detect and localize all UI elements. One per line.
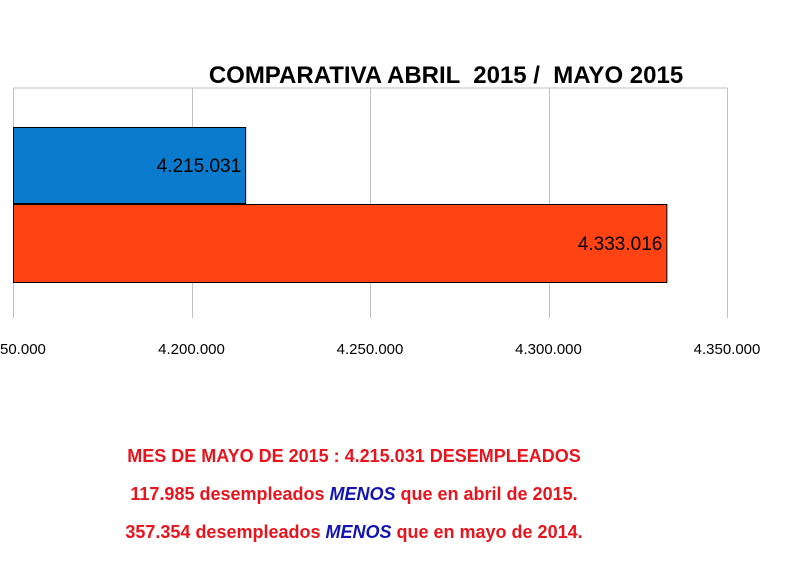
note-line-2: 117.985 desempleados MENOS que en abril … [0, 482, 708, 520]
note-line-1-text: MES DE MAYO DE 2015 : 4.215.031 DESEMPLE… [127, 446, 581, 466]
bar-0 [13, 127, 247, 204]
chart-title: COMPARATIVA ABRIL 2015 / MAYO 2015 [208, 62, 684, 89]
notes: MES DE MAYO DE 2015 : 4.215.031 DESEMPLE… [0, 444, 708, 558]
bar-label-0: 4.215.031 [157, 156, 242, 177]
note-line-2-menos: MENOS [329, 484, 396, 504]
x-tick-label-2: 4.250.000 [337, 341, 404, 358]
x-tick-label-1: 4.200.000 [158, 341, 225, 358]
note-line-1: MES DE MAYO DE 2015 : 4.215.031 DESEMPLE… [0, 444, 708, 482]
note-line-3-pre: 357.354 desempleados [125, 522, 326, 542]
bar-1 [13, 204, 668, 283]
x-tick-label-4: 4.350.000 [694, 341, 761, 358]
x-tick-label-0: 50.000 [0, 341, 46, 358]
x-tick-label-3: 4.300.000 [515, 341, 582, 358]
note-line-2-pre: 117.985 desempleados [130, 484, 330, 504]
grid-lines [13, 87, 728, 318]
bar-labels: 4.215.031 4.333.016 [157, 156, 663, 255]
note-line-3-post: que en mayo de 2014. [391, 522, 583, 542]
note-line-2-post: que en abril de 2015. [395, 484, 578, 504]
x-axis-tick-labels: 50.000 4.200.000 4.250.000 4.300.000 4.350.0… [0, 341, 760, 358]
note-line-3-menos: MENOS [325, 522, 392, 542]
bars [13, 127, 668, 283]
bar-label-1: 4.333.016 [578, 234, 663, 255]
note-line-3: 357.354 desempleados MENOS que en mayo d… [0, 520, 708, 558]
